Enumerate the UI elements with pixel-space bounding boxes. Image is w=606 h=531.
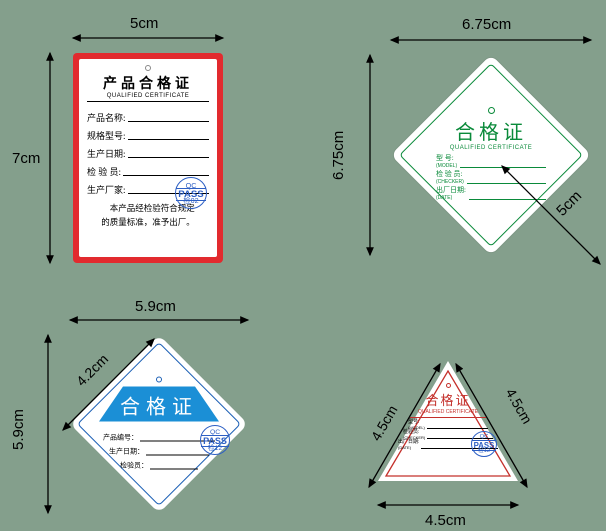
dim-card3-width: 5.9cm	[135, 298, 176, 315]
card2-title-cn: 合格证	[426, 116, 556, 145]
punch-hole-icon	[446, 383, 451, 388]
blank-line	[128, 139, 209, 140]
field-label: 产品名称:	[87, 111, 126, 124]
field-label: 型 号:(MODEL)	[436, 153, 457, 169]
blank-line	[150, 469, 198, 470]
card3-title-band: 合格证	[99, 387, 219, 422]
blank-line	[128, 121, 209, 122]
card1-field: 生产日期:	[87, 142, 209, 160]
card3-field: 产品编号：	[103, 430, 215, 443]
card3-field: 生产日期：	[109, 444, 209, 457]
field-label: 出厂日期:(DATE)	[436, 185, 466, 201]
qc-stamp-icon: QC PASS 检02	[175, 177, 207, 209]
card2-content: 合格证 QUALIFIED CERTIFICATE 型 号:(MODEL) 检 …	[426, 107, 556, 203]
footer-line2: 的质量标准，准予出厂。	[101, 217, 195, 227]
stamp-bot: 检12	[201, 442, 229, 452]
field-label: 生产日期:	[87, 147, 126, 160]
dim-card1-height: 7cm	[12, 150, 40, 167]
field-label: 规格型号:	[87, 129, 126, 142]
card2-title-en: QUALIFIED CERTIFICATE	[426, 145, 556, 151]
card1-field: 检 验 员:	[87, 160, 209, 178]
field-label: 检验员：	[120, 461, 148, 471]
qc-stamp-icon: QC PASS 检12	[471, 431, 497, 457]
card4-title-cn: 合格证	[398, 390, 498, 409]
punch-hole-icon	[488, 107, 495, 114]
card1-title-cn: 产品合格证	[87, 73, 209, 93]
blank-line	[467, 183, 546, 184]
blank-line	[427, 428, 488, 429]
card-triangle-red: 合格证 QUALIFIED CERTIFICATE 型号:(MODEL) 检验员…	[373, 355, 523, 490]
dim-card4-bottom: 4.5cm	[425, 512, 466, 529]
dim-card3-height: 5.9cm	[10, 409, 27, 450]
card2-field: 出厂日期:(DATE)	[436, 187, 546, 201]
card1-field: 规格型号:	[87, 124, 209, 142]
punch-hole-icon	[156, 377, 162, 383]
stamp-bot: 检02	[176, 196, 206, 206]
card1-field: 产品名称:	[87, 106, 209, 124]
field-label: 生产厂家:	[87, 183, 126, 196]
card1-title-en: QUALIFIED CERTIFICATE	[87, 93, 209, 102]
field-label: 产品编号：	[103, 433, 138, 443]
dim-card2-width: 6.75cm	[462, 16, 511, 33]
punch-hole-icon	[145, 65, 151, 71]
blank-line	[123, 175, 209, 176]
field-label: 生产日期：	[109, 447, 144, 457]
field-label: 检 验 员:(CHECKER)	[436, 169, 464, 185]
qc-stamp-icon: QC PASS 检12	[200, 425, 230, 455]
card3-field: 检验员：	[120, 458, 198, 471]
blank-line	[460, 167, 546, 168]
blank-line	[128, 157, 209, 158]
card-rect-red: 产品合格证 QUALIFIED CERTIFICATE 产品名称: 规格型号: …	[73, 53, 223, 263]
field-label: 检 验 员:	[87, 165, 121, 178]
card2-field: 型 号:(MODEL)	[436, 155, 546, 169]
stamp-bot: 检12	[472, 445, 496, 454]
card3-content: 合格证 产品编号： 生产日期： 检验员：	[94, 377, 224, 472]
blank-line	[146, 455, 209, 456]
dim-card1-width: 5cm	[130, 15, 158, 32]
card4-title-en: QUALIFIED CERTIFICATE	[410, 409, 486, 418]
card2-field: 检 验 员:(CHECKER)	[436, 171, 546, 185]
card-rect-inner: 产品合格证 QUALIFIED CERTIFICATE 产品名称: 规格型号: …	[79, 59, 217, 257]
dim-card2-height: 6.75cm	[330, 131, 347, 180]
card-diamond-green: 合格证 QUALIFIED CERTIFICATE 型 号:(MODEL) 检 …	[391, 55, 591, 255]
field-label: 出厂日期:(DATE)	[398, 438, 419, 450]
blank-line	[469, 199, 546, 200]
